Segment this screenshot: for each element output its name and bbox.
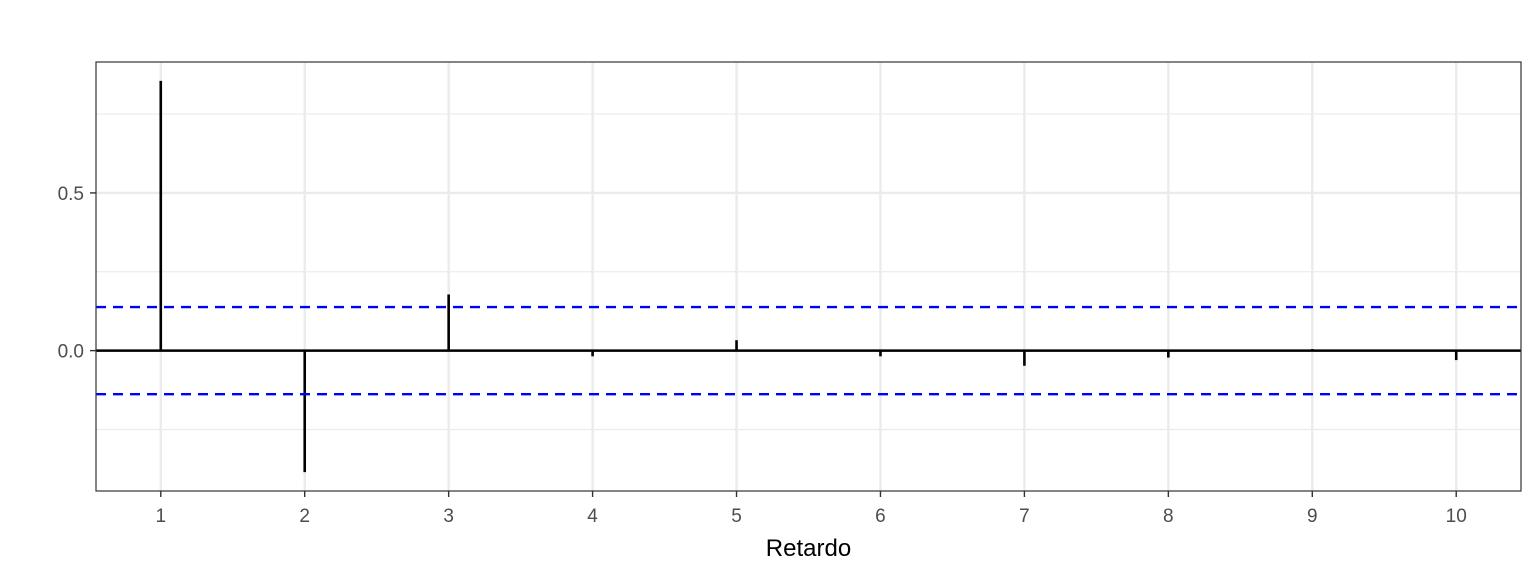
x-tick-label-8: 8 (1163, 506, 1174, 527)
panel-border (95, 61, 1522, 492)
x-axis-title: Retardo (766, 535, 851, 562)
x-tick-label-6: 6 (875, 506, 886, 527)
y-tick-label-0: 0.0 (58, 342, 84, 363)
x-axis: 1 2 3 4 5 6 7 8 9 10 (155, 491, 1467, 527)
x-tick-label-1: 1 (155, 506, 166, 527)
minor-gridlines (96, 113, 1521, 431)
x-tick-label-10: 10 (1446, 506, 1467, 527)
acf-bars (159, 80, 1458, 473)
y-axis: 0.0 0.5 (58, 184, 96, 363)
y-tick-label-1: 0.5 (58, 184, 84, 205)
x-tick-label-2: 2 (299, 506, 310, 527)
x-tick-label-7: 7 (1019, 506, 1030, 527)
x-tick-label-3: 3 (443, 506, 454, 527)
x-tick-label-9: 9 (1307, 506, 1318, 527)
x-tick-label-5: 5 (731, 506, 742, 527)
x-tick-label-4: 4 (587, 506, 598, 527)
